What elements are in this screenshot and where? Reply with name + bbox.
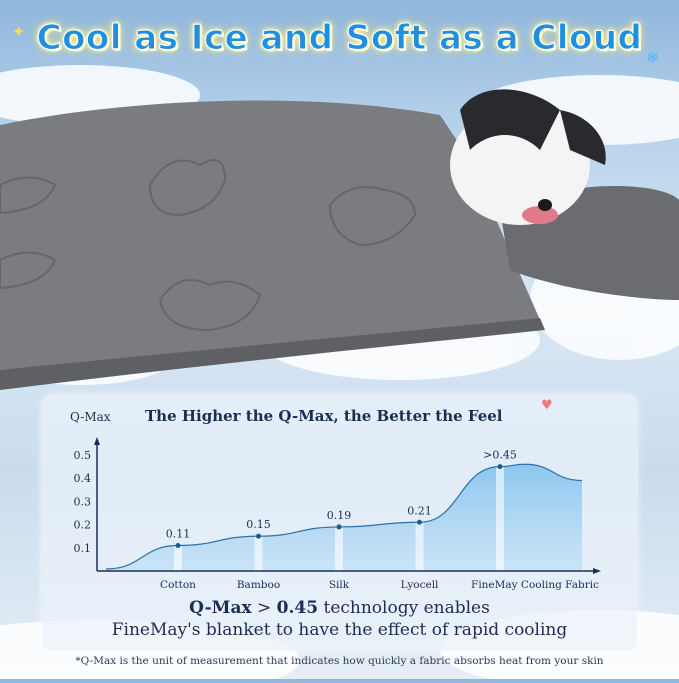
data-point-3 [417,519,422,525]
value-bar-2 [335,526,343,571]
y-tick-label: 0.2 [74,519,92,532]
data-point-1 [256,533,261,539]
chart-title: The Higher the Q-Max, the Better the Fee… [145,407,503,425]
heart-icon: ♥ [541,398,553,413]
data-label-1: 0.15 [246,518,271,531]
y-tick-label: 0.1 [74,542,92,555]
caption-qmax: Q-Max [189,598,252,618]
y-tick-label: 0.3 [74,495,92,508]
dog [450,89,606,225]
value-bar-4 [496,466,504,571]
caption-line-2: FineMay's blanket to have the effect of … [111,620,568,640]
blanket [0,100,540,385]
x-category-label-3: Lyocell [401,579,439,591]
y-tick-label: 0.5 [74,449,92,462]
value-bar-0 [174,545,182,571]
y-tick-label: 0.4 [74,472,92,485]
headline: Cool as Ice and Soft as a Cloud [36,18,643,59]
y-axis-arrow [94,437,100,445]
y-axis-label: Q-Max [70,410,111,424]
caption-rest: technology enables [318,598,490,618]
value-bar-3 [415,522,424,571]
x-category-label-0: Cotton [160,579,196,591]
data-label-0: 0.11 [166,527,191,540]
data-label-2: 0.19 [327,509,352,522]
series-line [105,463,583,570]
caption-gt: > [251,598,277,618]
data-point-0 [175,542,181,548]
heart-quilting [0,159,417,332]
data-point-2 [336,524,342,530]
caption-line-1: Q-Max > 0.45 technology enables [0,598,679,618]
data-point-4 [497,464,503,470]
snowflake-icon: ❄ [646,48,660,67]
x-axis-arrow [593,568,601,574]
caption-value: 0.45 [276,598,319,618]
value-bar-1 [254,536,263,571]
sparkle-icon: ✦ [12,22,26,41]
x-category-label-4: FineMay Cooling Fabric [471,579,599,591]
x-category-label-2: Silk [329,579,350,591]
footnote: *Q-Max is the unit of measurement that i… [75,655,604,667]
data-label-3: 0.21 [407,504,432,517]
x-category-label-1: Bamboo [237,579,280,591]
data-label-4: >0.45 [483,449,517,462]
